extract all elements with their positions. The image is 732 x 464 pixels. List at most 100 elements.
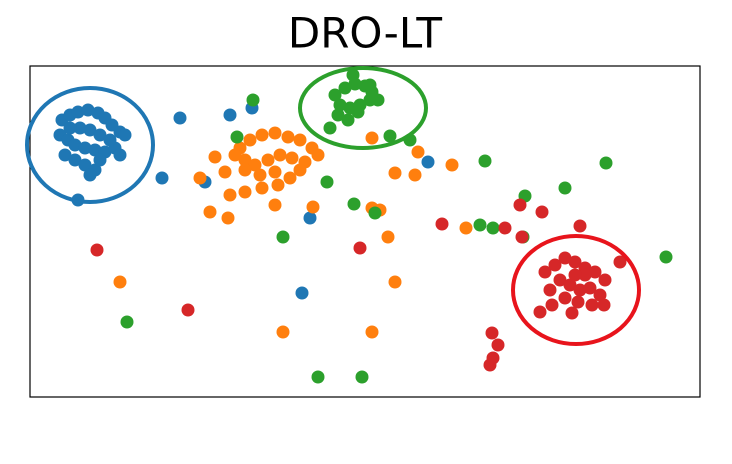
point [347,197,361,211]
point [246,93,260,107]
point [599,156,613,170]
point [365,325,379,339]
point [533,305,547,319]
point [545,298,559,312]
point [435,217,449,231]
point [71,105,85,119]
point [368,206,382,220]
point [238,163,252,177]
point [346,68,360,82]
point [320,175,334,189]
point [333,98,347,112]
plot-frame [29,65,701,398]
point [103,133,117,147]
point [283,171,297,185]
point [311,370,325,384]
point [208,150,222,164]
point [113,275,127,289]
point [238,185,252,199]
point [58,148,72,162]
point [445,158,459,172]
point [491,338,505,352]
point [558,251,572,265]
point [558,291,572,305]
point [538,265,552,279]
point [285,151,299,165]
point [230,130,244,144]
point [281,130,295,144]
point [535,205,549,219]
point [81,103,95,117]
point [218,165,232,179]
point [363,93,377,107]
point [341,113,355,127]
point [271,178,285,192]
point [363,78,377,92]
point [421,155,435,169]
point [113,148,127,162]
point [276,230,290,244]
point [228,148,242,162]
cluster-highlight [511,234,641,346]
point [578,268,592,282]
point [293,133,307,147]
point [548,258,562,272]
chart-title: DRO-LT [288,9,443,58]
point [221,211,235,225]
point [571,295,585,309]
point [338,81,352,95]
point [563,278,577,292]
point [181,303,195,317]
point [383,129,397,143]
point [311,148,325,162]
point [568,268,582,282]
point [78,141,92,155]
point [381,230,395,244]
point [253,168,267,182]
point [323,121,337,135]
point [73,121,87,135]
points [53,68,673,384]
point [585,298,599,312]
point [303,211,317,225]
cluster-highlight [298,66,428,150]
point [351,105,365,119]
point [93,128,107,142]
point [248,158,262,172]
point [513,198,527,212]
point [193,171,207,185]
point [261,153,275,167]
point [353,241,367,255]
point [293,163,307,177]
point [331,108,345,122]
point [388,166,402,180]
point [268,198,282,212]
point [573,219,587,233]
point [328,88,342,102]
point [598,273,612,287]
point [173,111,187,125]
point [573,283,587,297]
point [223,188,237,202]
point [365,131,379,145]
point [63,121,77,135]
point [613,255,627,269]
point [83,168,97,182]
point [255,181,269,195]
point [355,370,369,384]
point [558,181,572,195]
point [268,165,282,179]
point [306,200,320,214]
point [268,126,282,140]
point [203,205,217,219]
point [93,153,107,167]
point [486,221,500,235]
point [485,326,499,340]
point [83,123,97,137]
point [565,306,579,320]
point [486,351,500,365]
point [411,145,425,159]
point [238,153,252,167]
point [515,230,529,244]
